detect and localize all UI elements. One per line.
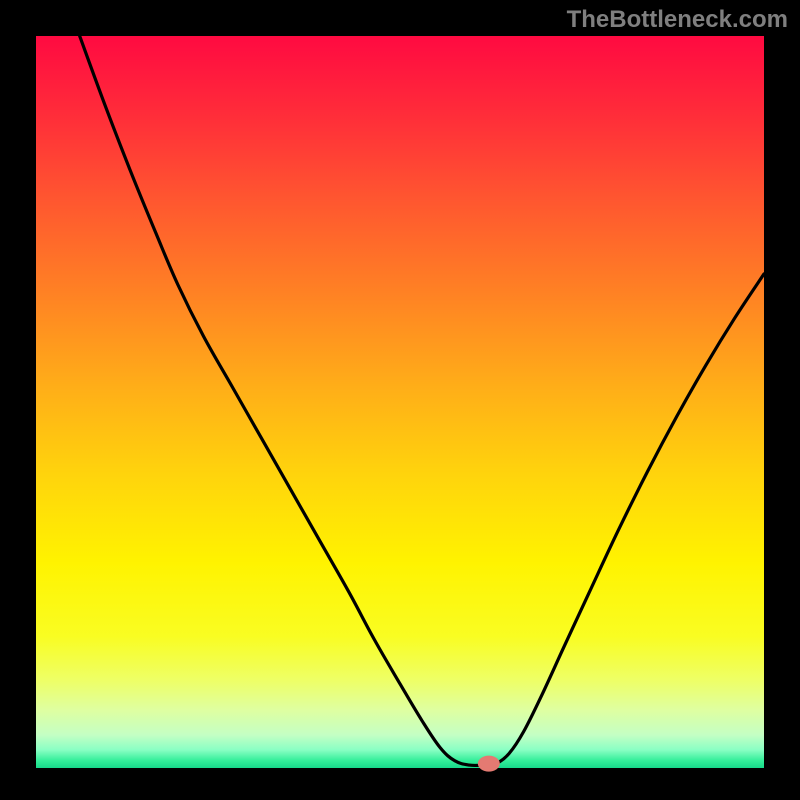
watermark-text: TheBottleneck.com — [567, 6, 788, 34]
chart-stage: TheBottleneck.com — [0, 0, 800, 800]
minimum-marker — [478, 756, 500, 772]
bottleneck-chart — [0, 0, 800, 800]
plot-area — [36, 36, 764, 768]
